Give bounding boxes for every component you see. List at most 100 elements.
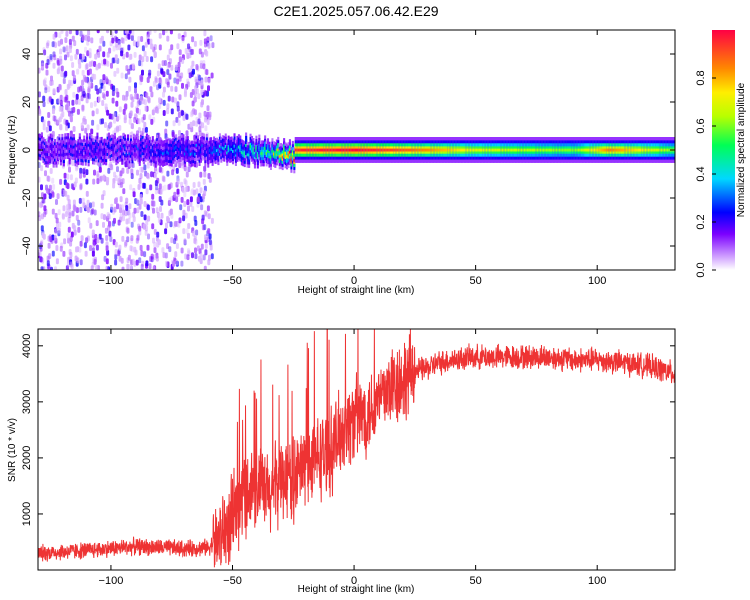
heatmap-cell: [124, 210, 128, 217]
heatmap-cell: [102, 51, 106, 58]
heatmap-cell: [194, 253, 198, 260]
heatmap-cell: [165, 78, 169, 85]
heatmap-cell: [185, 147, 188, 151]
heatmap-cell: [53, 54, 57, 61]
heatmap-cell: [81, 104, 85, 111]
heatmap-cell: [230, 148, 233, 151]
heatmap-cell: [206, 205, 210, 212]
heatmap-cell: [128, 203, 132, 210]
heatmap-cell: [90, 146, 93, 150]
heatmap-cell: [77, 150, 80, 154]
heatmap-cell: [481, 148, 484, 152]
heatmap-cell: [323, 148, 326, 152]
heatmap-cell: [56, 193, 60, 200]
heatmap-cell: [501, 148, 504, 152]
heatmap-cell: [111, 37, 115, 44]
heatmap-cell: [167, 61, 171, 68]
heatmap-cell: [522, 148, 525, 152]
heatmap-cell: [287, 153, 290, 157]
heatmap-cell: [420, 148, 423, 152]
heatmap-cell: [107, 167, 111, 174]
heatmap-cell: [133, 51, 137, 58]
heatmap-cell: [53, 234, 57, 241]
heatmap-cell: [302, 148, 305, 152]
heatmap-cell: [583, 148, 586, 152]
heatmap-cell: [617, 148, 620, 152]
heatmap-x-ticks: −100 −50 0 50 100: [99, 30, 606, 287]
heatmap-cell: [130, 173, 134, 180]
heatmap-cell: [138, 151, 141, 155]
heatmap-cell: [207, 259, 211, 266]
heatmap-cell: [153, 30, 157, 34]
heatmap-cell: [189, 152, 192, 156]
heatmap-cell: [541, 148, 544, 152]
heatmap-cell: [487, 148, 490, 152]
heatmap-cell: [49, 236, 53, 243]
heatmap-cell: [87, 151, 90, 155]
heatmap-cell: [471, 148, 474, 152]
heatmap-cell: [68, 30, 72, 35]
heatmap-cell: [182, 209, 186, 216]
heatmap-cell: [144, 225, 148, 232]
heatmap-cell: [577, 148, 580, 152]
snr-y-axis-label: SNR (10 * v/v): [7, 418, 18, 482]
heatmap-cell: [174, 97, 177, 104]
heatmap-cell: [170, 44, 174, 51]
heatmap-cell: [202, 254, 206, 261]
heatmap-cell: [178, 130, 181, 136]
snr-x-ticks: −100 −50 0 50 100: [99, 329, 606, 587]
heatmap-cell: [203, 185, 207, 192]
heatmap-cell: [138, 225, 142, 232]
heatmap-cell: [135, 145, 138, 149]
heatmap-cell: [469, 148, 472, 152]
heatmap-cell: [205, 211, 209, 218]
heatmap-cell: [40, 201, 44, 208]
heatmap-cell: [127, 145, 130, 149]
heatmap-cell: [72, 106, 76, 113]
heatmap-cell: [131, 96, 135, 103]
heatmap-cell: [181, 35, 185, 41]
heatmap-cell: [148, 263, 152, 270]
heatmap-cell: [158, 196, 162, 202]
heatmap-cell: [158, 97, 161, 104]
heatmap-cell: [627, 148, 630, 152]
heatmap-cell: [194, 220, 198, 226]
heatmap-cell: [51, 208, 55, 215]
heatmap-cell: [87, 82, 91, 89]
heatmap-cell: [401, 148, 404, 152]
heatmap-cell: [45, 187, 49, 194]
heatmap-cell: [46, 266, 50, 270]
heatmap-cell: [614, 148, 617, 152]
heatmap-cell: [58, 145, 61, 149]
heatmap-cell: [434, 148, 437, 152]
heatmap-cell: [338, 148, 341, 152]
heatmap-cell: [43, 205, 47, 212]
heatmap-cell: [46, 59, 50, 65]
heatmap-cell: [216, 149, 219, 153]
heatmap-cell: [313, 148, 316, 152]
heatmap-cell: [154, 180, 158, 186]
heatmap-cell: [207, 213, 211, 220]
heatmap-cell: [138, 60, 142, 67]
x-tick-label: 50: [470, 575, 482, 587]
heatmap-cell: [453, 148, 456, 152]
heatmap-cell: [191, 100, 195, 107]
heatmap-cell: [331, 148, 334, 152]
heatmap-cell: [40, 225, 44, 232]
heatmap-cell: [204, 90, 208, 97]
heatmap-cell: [51, 177, 55, 184]
heatmap-cell: [125, 51, 129, 58]
heatmap-cell: [159, 152, 162, 156]
heatmap-cell: [120, 72, 124, 79]
heatmap-cell: [207, 42, 211, 49]
heatmap-cell: [544, 148, 547, 152]
heatmap-cell: [528, 148, 531, 152]
heatmap-cell: [114, 111, 118, 117]
heatmap-cell: [45, 126, 49, 133]
heatmap-cell: [122, 94, 125, 101]
heatmap-cell: [517, 148, 520, 152]
heatmap-cell: [121, 150, 124, 154]
heatmap-cell: [340, 148, 343, 152]
heatmap-cell: [129, 64, 133, 71]
heatmap-cell: [204, 125, 208, 132]
